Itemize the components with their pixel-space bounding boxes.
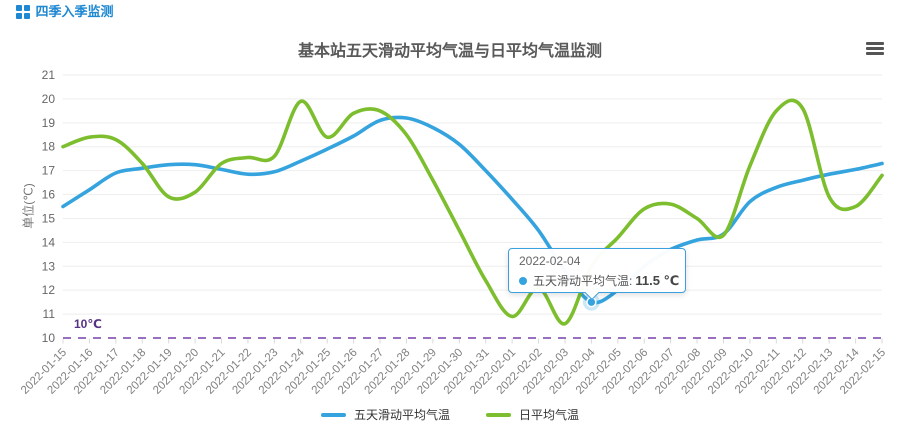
series-dot-icon [519, 276, 527, 285]
y-axis-tick-label: 13 [42, 259, 56, 273]
breadcrumb[interactable]: 四季入季监测 [16, 5, 114, 19]
y-axis-tick-label: 10 [42, 331, 56, 345]
y-axis-tick-label: 20 [42, 92, 56, 106]
hamburger-menu-icon[interactable] [866, 42, 884, 58]
page-title: 四季入季监测 [35, 4, 114, 19]
legend-item-1[interactable]: 日平均气温 [486, 406, 579, 423]
series-line-1[interactable] [61, 98, 884, 326]
y-axis-tick-label: 15 [42, 211, 56, 225]
tooltip-date: 2022-02-04 [519, 254, 581, 268]
y-axis-tick-label: 12 [42, 283, 56, 297]
y-axis-tick-label: 14 [42, 235, 56, 249]
legend-label: 五天滑动平均气温 [353, 408, 450, 422]
legend-line-icon [320, 412, 346, 417]
y-axis-tick-label: 11 [43, 307, 56, 321]
markline-label: 10℃ [74, 317, 102, 331]
y-axis-tick-label: 21 [42, 68, 56, 82]
tooltip-series-row: 五天滑动平均气温: 11.5 ℃ [519, 272, 679, 289]
series-line-0[interactable] [61, 115, 884, 305]
y-axis-tick-label: 16 [42, 188, 56, 202]
y-axis-tick-label: 17 [42, 164, 56, 178]
tooltip: 2022-02-04 五天滑动平均气温: 11.5 ℃ [508, 248, 686, 293]
chart-title: 基本站五天滑动平均气温与日平均气温监测 [297, 43, 602, 60]
tooltip-series-label: 五天滑动平均气温: [533, 274, 633, 288]
legend-label: 日平均气温 [519, 408, 580, 422]
grid-squares-icon [16, 5, 30, 19]
legend-item-0[interactable]: 五天滑动平均气温 [320, 406, 450, 423]
tooltip-value: 11.5 ℃ [635, 272, 680, 288]
legend: 五天滑动平均气温 日平均气温 [0, 406, 900, 423]
y-axis-tick-label: 19 [42, 116, 56, 130]
legend-line-icon [486, 412, 511, 417]
y-axis-tick-label: 18 [42, 140, 56, 154]
